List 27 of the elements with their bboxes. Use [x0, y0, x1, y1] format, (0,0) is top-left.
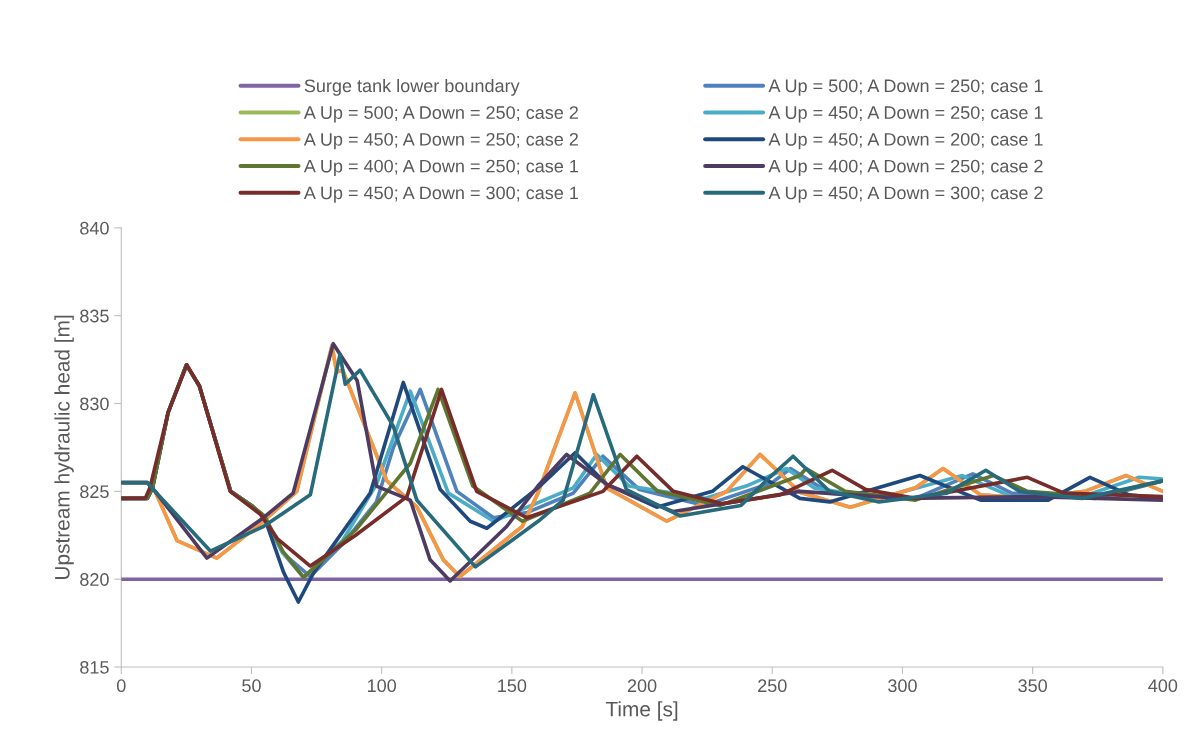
legend-label: A Up = 450; A Down = 300; case 1: [303, 186, 578, 203]
y-tick-label: 820: [80, 573, 109, 586]
legend-label: Surge tank lower boundary: [304, 78, 520, 96]
legend-label: A Up = 500; A Down = 250; case 2: [303, 106, 578, 123]
x-tick-label: 350: [1018, 679, 1047, 693]
legend-label: A Up = 400; A Down = 250; case 2: [768, 159, 1043, 177]
legend-label: A Up = 400; A Down = 250; case 1: [303, 159, 578, 177]
legend-label: A Up = 450; A Down = 200; case 1: [768, 132, 1043, 150]
y-tick-label: 815: [80, 660, 109, 674]
y-axis-title: Upstream hydraulic head [m]: [54, 315, 74, 579]
x-tick-label: 0: [116, 679, 126, 693]
x-tick-label: 150: [498, 679, 527, 693]
x-tick-label: 400: [1148, 679, 1178, 693]
x-tick-label: 200: [627, 679, 657, 693]
x-tick-label: 250: [758, 679, 787, 693]
x-tick-label: 50: [242, 679, 261, 693]
legend-label: A Up = 500; A Down = 250; case 1: [768, 79, 1043, 96]
y-tick-label: 825: [80, 485, 109, 499]
x-axis-title: Time [s]: [605, 701, 678, 721]
y-tick-label: 840: [80, 221, 109, 235]
legend-label: A Up = 450; A Down = 250; case 1: [768, 106, 1043, 123]
legend-label: A Up = 450; A Down = 250; case 2: [303, 132, 578, 150]
y-tick-label: 830: [80, 397, 109, 411]
y-tick-label: 835: [80, 309, 109, 323]
x-tick-label: 300: [888, 679, 917, 693]
x-tick-label: 100: [367, 679, 397, 693]
legend-label: A Up = 450; A Down = 300; case 2: [768, 186, 1043, 203]
